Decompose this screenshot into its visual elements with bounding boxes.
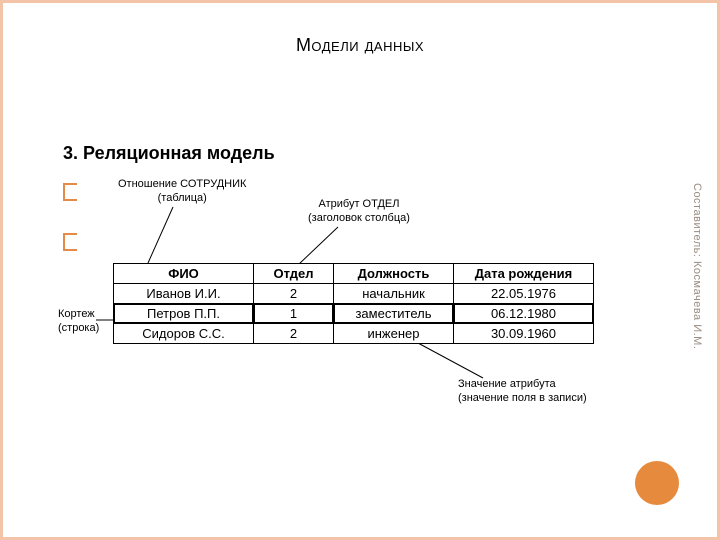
callout-value-l2: (значение поля в записи)	[458, 392, 587, 404]
table-row: Сидоров С.С. 2 инженер 30.09.1960	[114, 324, 594, 344]
relation-table: ФИО Отдел Должность Дата рождения Иванов…	[113, 263, 594, 344]
cell-fio: Сидоров С.С.	[114, 324, 254, 344]
callout-tuple: Кортеж (строка)	[58, 308, 99, 336]
callout-attribute-l2: (заголовок столбца)	[308, 212, 410, 224]
cell-pos: заместитель	[334, 304, 454, 324]
table-row: Иванов И.И. 2 начальник 22.05.1976	[114, 284, 594, 304]
slide-title: Модели данных	[3, 35, 717, 56]
callout-attribute-l1: Атрибут ОТДЕЛ	[318, 198, 399, 210]
cell-dept: 2	[254, 324, 334, 344]
table-row: Петров П.П. 1 заместитель 06.12.1980	[114, 304, 594, 324]
table-header-row: ФИО Отдел Должность Дата рождения	[114, 264, 594, 284]
author-credit: Составитель: Космачева И.М.	[691, 183, 703, 349]
cell-dept: 2	[254, 284, 334, 304]
callout-value: Значение атрибута (значение поля в запис…	[458, 378, 587, 406]
callout-relation-l1: Отношение СОТРУДНИК	[118, 178, 246, 190]
cell-dob: 06.12.1980	[454, 304, 594, 324]
cell-fio: Иванов И.И.	[114, 284, 254, 304]
callout-attribute: Атрибут ОТДЕЛ (заголовок столбца)	[308, 198, 410, 226]
col-header-fio: ФИО	[114, 264, 254, 284]
cell-pos: начальник	[334, 284, 454, 304]
callout-relation: Отношение СОТРУДНИК (таблица)	[118, 178, 246, 206]
section-title: 3. Реляционная модель	[63, 143, 275, 164]
callout-value-l1: Значение атрибута	[458, 378, 556, 390]
relational-diagram: Отношение СОТРУДНИК (таблица) Атрибут ОТ…	[58, 173, 648, 433]
col-header-dept: Отдел	[254, 264, 334, 284]
callout-relation-l2: (таблица)	[158, 192, 207, 204]
callout-tuple-l2: (строка)	[58, 322, 99, 334]
col-header-pos: Должность	[334, 264, 454, 284]
col-header-dob: Дата рождения	[454, 264, 594, 284]
cell-fio: Петров П.П.	[114, 304, 254, 324]
cell-pos: инженер	[334, 324, 454, 344]
cell-dob: 30.09.1960	[454, 324, 594, 344]
callout-tuple-l1: Кортеж	[58, 308, 95, 320]
cell-dob: 22.05.1976	[454, 284, 594, 304]
accent-circle-icon	[635, 461, 679, 505]
cell-dept: 1	[254, 304, 334, 324]
